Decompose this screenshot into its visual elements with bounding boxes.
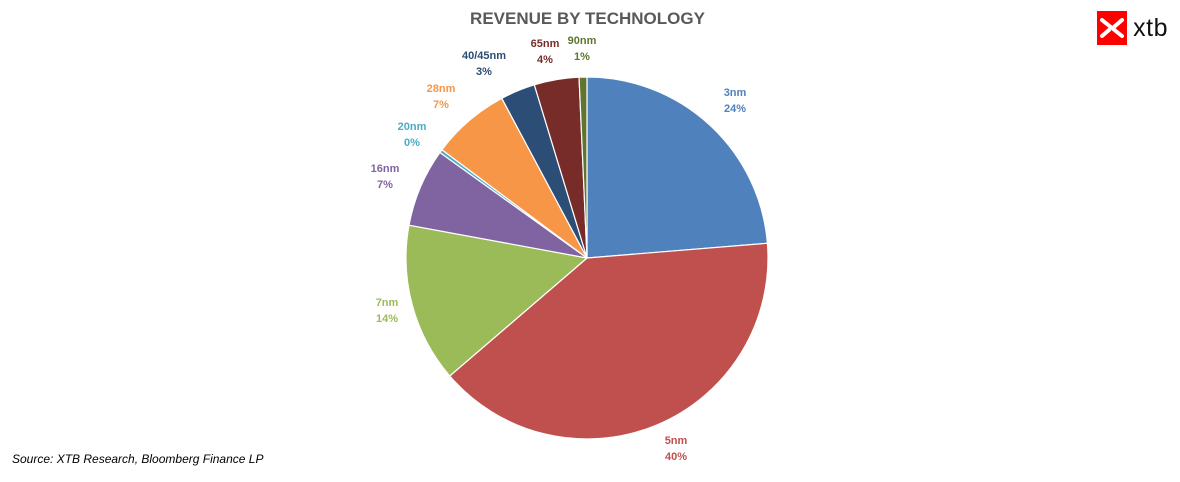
pie-slice-3nm: [586, 76, 769, 259]
source-note: Source: XTB Research, Bloomberg Finance …: [12, 452, 264, 466]
slice-percent-3nm: 24%: [724, 103, 746, 115]
slice-label-20nm: 20nm: [398, 121, 427, 133]
slice-percent-7nm: 14%: [376, 313, 398, 325]
slice-percent-16nm: 7%: [377, 179, 393, 191]
slice-label-65nm: 65nm: [531, 38, 560, 50]
slice-percent-28nm: 7%: [433, 99, 449, 111]
xtb-logo-mark-icon: [1097, 11, 1128, 45]
chart-title: REVENUE BY TECHNOLOGY: [470, 9, 705, 28]
slice-label-28nm: 28nm: [427, 83, 456, 95]
xtb-logo-text: xtb: [1133, 13, 1168, 42]
slice-label-40-45nm: 40/45nm: [462, 50, 506, 62]
slice-percent-65nm: 4%: [537, 54, 553, 66]
slice-percent-90nm: 1%: [574, 51, 590, 63]
slice-label-16nm: 16nm: [371, 163, 400, 175]
pie-slice-90nm: [578, 76, 588, 259]
slice-label-5nm: 5nm: [665, 435, 688, 447]
slice-label-3nm: 3nm: [724, 87, 747, 99]
slice-percent-20nm: 0%: [404, 137, 420, 149]
slice-label-90nm: 90nm: [568, 35, 597, 47]
slice-percent-40-45nm: 3%: [476, 66, 492, 78]
xtb-logo: xtb: [1097, 10, 1168, 46]
pie-slice-5nm: [448, 242, 769, 440]
slice-percent-5nm: 40%: [665, 451, 687, 463]
slice-label-7nm: 7nm: [376, 297, 399, 309]
pie-slice-7nm: [405, 224, 589, 377]
